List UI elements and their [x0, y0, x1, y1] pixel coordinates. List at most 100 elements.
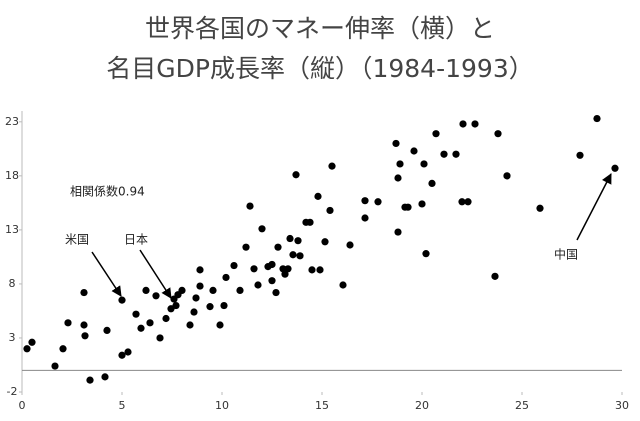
- arrow: [91, 251, 122, 297]
- point: [196, 266, 204, 274]
- annotation: 中国: [554, 247, 578, 262]
- point: [172, 301, 180, 310]
- point: [459, 120, 467, 128]
- point: [440, 150, 448, 158]
- point: [593, 114, 601, 123]
- arrow: [139, 249, 172, 299]
- point: [471, 120, 479, 128]
- point: [146, 319, 154, 327]
- point: [246, 202, 254, 210]
- point: [254, 281, 262, 289]
- point: [156, 334, 164, 342]
- point: [374, 198, 382, 206]
- point: [118, 351, 126, 359]
- x-tick-label: 5: [119, 399, 126, 412]
- x-tick-label: 10: [215, 399, 229, 412]
- point: [137, 324, 145, 332]
- point: [420, 160, 428, 168]
- point: [80, 321, 88, 329]
- point: [64, 319, 72, 327]
- point: [339, 281, 347, 289]
- point: [361, 214, 369, 222]
- point: [132, 310, 140, 318]
- point: [422, 250, 430, 258]
- point: [286, 234, 294, 243]
- point: [236, 286, 244, 295]
- point: [59, 345, 67, 353]
- point: [394, 228, 402, 236]
- point: [503, 172, 511, 180]
- x-tick-label: 30: [615, 399, 629, 412]
- point: [394, 174, 402, 182]
- point: [258, 225, 266, 233]
- point: [321, 238, 329, 246]
- annotation: 米国: [65, 233, 89, 247]
- point: [216, 321, 224, 329]
- y-tick-label: 13: [5, 223, 19, 236]
- point: [124, 348, 132, 356]
- point: [361, 197, 369, 205]
- point: [28, 338, 36, 346]
- point: [491, 272, 499, 280]
- point: [86, 376, 94, 384]
- point: [101, 373, 109, 381]
- point: [392, 139, 400, 148]
- point: [328, 162, 336, 170]
- point: [306, 218, 314, 226]
- point: [103, 326, 111, 334]
- point: [142, 286, 150, 295]
- y-tick-label: 3: [9, 331, 16, 344]
- point: [418, 200, 426, 208]
- point: [611, 164, 619, 172]
- y-tick-label: 23: [5, 115, 19, 128]
- x-tick-label: 0: [19, 399, 26, 412]
- annotation: 相関係数0.94: [70, 184, 145, 199]
- point: [152, 292, 160, 300]
- point: [222, 273, 230, 282]
- point: [404, 203, 412, 211]
- point: [118, 296, 126, 304]
- point: [209, 286, 217, 295]
- point: [230, 261, 238, 270]
- point: [292, 171, 300, 179]
- point: [284, 265, 292, 273]
- point: [428, 179, 436, 188]
- point: [220, 301, 228, 310]
- y-tick-label: 18: [5, 169, 19, 182]
- annotation: 日本: [124, 233, 148, 247]
- point: [80, 288, 88, 297]
- point: [23, 345, 31, 353]
- point: [294, 237, 302, 245]
- point: [452, 150, 460, 158]
- point: [178, 286, 186, 295]
- point: [186, 321, 194, 329]
- point: [536, 204, 544, 212]
- x-tick-label: 15: [315, 399, 329, 412]
- point: [196, 282, 204, 290]
- point: [190, 308, 198, 316]
- point: [274, 243, 282, 251]
- point: [396, 160, 404, 168]
- point: [51, 362, 59, 370]
- point: [268, 277, 276, 285]
- point: [410, 147, 418, 155]
- point: [296, 252, 304, 260]
- point: [432, 130, 440, 138]
- point: [308, 266, 316, 274]
- point: [576, 151, 584, 159]
- point: [494, 130, 502, 138]
- point: [250, 265, 258, 273]
- y-tick-label: 8: [9, 277, 16, 290]
- point: [464, 198, 472, 206]
- point: [316, 266, 324, 274]
- point: [279, 265, 287, 273]
- point: [242, 243, 250, 251]
- chart-title: 名目GDP成長率（縦）（1984-1993）: [106, 54, 533, 83]
- point: [268, 260, 276, 269]
- point: [326, 206, 334, 215]
- point: [81, 332, 89, 340]
- point: [162, 314, 170, 323]
- y-tick-label: -2: [7, 385, 18, 398]
- point: [314, 192, 322, 200]
